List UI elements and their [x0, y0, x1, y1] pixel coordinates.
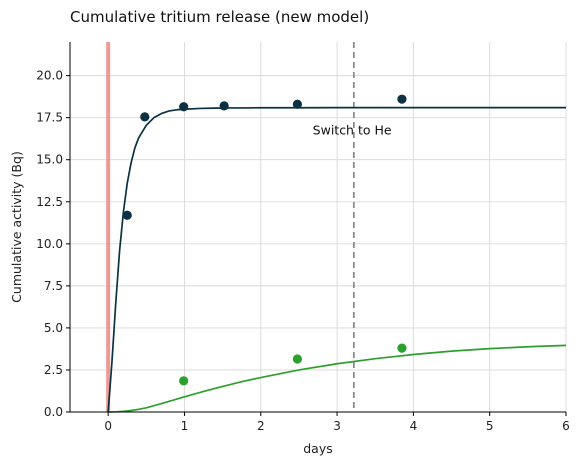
plot-area: [107, 94, 567, 413]
y-tick-label: 5.0: [44, 321, 63, 335]
x-tick-label: 3: [333, 419, 341, 433]
data-point-3: [179, 376, 189, 386]
y-tick-label: 15.0: [36, 153, 63, 167]
data-point-2: [219, 101, 229, 111]
x-axis-label: days: [303, 441, 333, 456]
y-tick-label: 2.5: [44, 363, 63, 377]
y-tick-label: 0.0: [44, 405, 63, 419]
x-tick-label: 6: [562, 419, 570, 433]
annotations: Switch to He: [313, 123, 392, 138]
data-point-3: [397, 343, 407, 353]
data-point-2: [122, 210, 132, 220]
x-tick-label: 4: [410, 419, 418, 433]
data-point-2: [140, 112, 150, 122]
y-tick-label: 17.5: [36, 111, 63, 125]
axes: 0 1 2 3 4 5 6 0.0 2.5 5.0 7.5 10.0 12.5 15.0 17.5 20.0: [36, 42, 570, 433]
data-point-2: [179, 102, 189, 112]
data-point-3: [292, 354, 302, 364]
y-axis-label: Cumulative activity (Bq): [9, 151, 24, 303]
chart-title: Cumulative tritium release (new model): [70, 8, 369, 26]
data-point-2: [397, 94, 407, 104]
y-tick-label: 10.0: [36, 237, 63, 251]
x-tick-label: 5: [486, 419, 494, 433]
x-tick-label: 1: [181, 419, 189, 433]
series-line-1: [108, 344, 567, 413]
data-point-2: [292, 99, 302, 109]
x-tick-label: 0: [104, 419, 112, 433]
y-tick-label: 7.5: [44, 279, 63, 293]
reference-lines: [106, 42, 355, 412]
y-tick-label: 20.0: [36, 69, 63, 83]
switch-annotation: Switch to He: [313, 123, 392, 138]
x-tick-label: 2: [257, 419, 265, 433]
grid-lines: [70, 42, 567, 413]
y-tick-label: 12.5: [36, 195, 63, 209]
